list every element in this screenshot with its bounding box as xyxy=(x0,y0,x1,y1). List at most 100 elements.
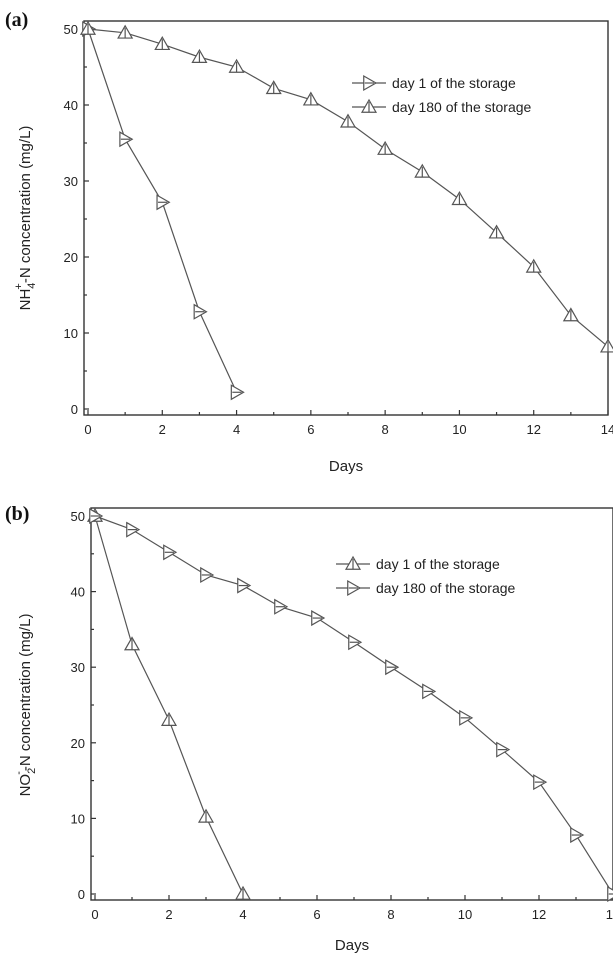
data-point xyxy=(422,683,437,700)
plot-frame xyxy=(90,507,613,901)
x-axis-title: Days xyxy=(335,937,369,954)
data-point xyxy=(525,258,542,273)
data-point xyxy=(156,194,171,211)
y-tick-label: 30 xyxy=(71,660,85,675)
legend-label: day 180 of the storage xyxy=(376,580,516,596)
data-point xyxy=(496,741,511,758)
series-1 xyxy=(86,507,252,900)
y-tick-label: 30 xyxy=(64,174,78,189)
y-tick-label: 10 xyxy=(64,326,78,341)
y-axis-title-main: NH xyxy=(17,289,34,311)
data-point xyxy=(200,566,215,584)
legend-label: day 1 of the storage xyxy=(376,556,500,572)
data-point xyxy=(79,20,97,35)
legend-entry: day 1 of the storage xyxy=(352,74,516,92)
y-tick-label: 40 xyxy=(71,585,85,600)
data-point xyxy=(414,163,431,178)
x-tick-label: 2 xyxy=(159,422,166,437)
series-line xyxy=(87,28,238,393)
data-point xyxy=(163,544,178,561)
y-axis-title: NH4+-N concentration (mg/L) xyxy=(13,126,38,311)
data-point xyxy=(126,521,141,538)
data-point xyxy=(570,826,585,844)
data-point xyxy=(154,35,171,51)
series-line xyxy=(94,515,244,895)
data-point xyxy=(265,80,282,95)
data-point xyxy=(160,711,178,726)
x-tick-label: 8 xyxy=(382,422,389,437)
y-axis-title-sup: + xyxy=(13,283,25,289)
data-point xyxy=(230,384,245,401)
x-axis-title: Days xyxy=(329,458,363,475)
data-point xyxy=(197,808,215,823)
data-point xyxy=(451,191,468,206)
y-tick-label: 40 xyxy=(64,98,78,113)
x-tick-label: 12 xyxy=(526,422,540,437)
legend-marker xyxy=(360,98,378,113)
y-tick-label: 0 xyxy=(71,402,78,417)
x-tick-label: 6 xyxy=(307,422,314,437)
data-point xyxy=(193,303,208,320)
data-point xyxy=(459,709,474,726)
data-point xyxy=(237,577,252,594)
x-tick-label: 10 xyxy=(458,907,472,922)
y-tick-label: 20 xyxy=(71,736,85,751)
legend-marker xyxy=(363,74,378,92)
data-point xyxy=(348,634,363,651)
legend-marker xyxy=(347,579,362,597)
y-tick-label: 50 xyxy=(64,22,78,37)
x-tick-label: 8 xyxy=(387,907,394,922)
data-point xyxy=(89,507,104,525)
series-line xyxy=(94,515,613,895)
legend-marker xyxy=(344,555,362,570)
data-point xyxy=(533,774,548,791)
legend-entry: day 180 of the storage xyxy=(352,98,532,115)
data-point xyxy=(339,113,357,128)
data-point xyxy=(117,24,134,39)
data-point xyxy=(377,140,394,155)
x-tick-label: 12 xyxy=(532,907,546,922)
y-tick-label: 0 xyxy=(78,887,85,902)
data-point xyxy=(123,636,141,651)
chart-panel-b: (b)0102030405002468101214DaysNO2--N conc… xyxy=(5,503,613,954)
x-tick-label: 4 xyxy=(233,422,240,437)
x-tick-label: 10 xyxy=(452,422,466,437)
plot-frame xyxy=(83,20,609,416)
data-point xyxy=(234,885,252,900)
y-tick-label: 10 xyxy=(71,811,85,826)
series-1 xyxy=(82,20,245,401)
data-point xyxy=(228,58,245,73)
y-axis-title-sub: 2 xyxy=(26,768,38,774)
x-tick-label: 14 xyxy=(601,422,613,437)
legend-label: day 1 of the storage xyxy=(392,75,516,91)
data-point xyxy=(302,91,319,106)
panel-label: (b) xyxy=(5,503,29,525)
data-point xyxy=(385,659,400,676)
data-point xyxy=(191,48,208,63)
y-axis-title-rest: -N concentration (mg/L) xyxy=(17,126,34,284)
data-point xyxy=(119,131,134,148)
y-axis-title-sub: 4 xyxy=(26,283,38,289)
legend-entry: day 1 of the storage xyxy=(336,555,500,572)
legend-entry: day 180 of the storage xyxy=(336,579,516,597)
y-tick-label: 50 xyxy=(71,509,85,524)
data-point xyxy=(599,338,613,353)
series-2 xyxy=(79,20,613,353)
y-axis-title-sup: - xyxy=(13,771,25,775)
y-axis-title: NO2--N concentration (mg/L) xyxy=(13,614,38,797)
y-tick-label: 20 xyxy=(64,250,78,265)
data-point xyxy=(562,307,579,322)
x-tick-label: 0 xyxy=(91,907,98,922)
y-axis-title-main: NO xyxy=(17,774,34,797)
data-point xyxy=(274,598,289,615)
x-tick-label: 4 xyxy=(239,907,246,922)
panel-label: (a) xyxy=(5,9,28,31)
x-tick-label: 6 xyxy=(313,907,320,922)
series-2 xyxy=(89,507,613,903)
x-tick-label: 2 xyxy=(165,907,172,922)
data-point xyxy=(607,885,613,903)
legend-label: day 180 of the storage xyxy=(392,99,532,115)
data-point xyxy=(311,610,326,627)
